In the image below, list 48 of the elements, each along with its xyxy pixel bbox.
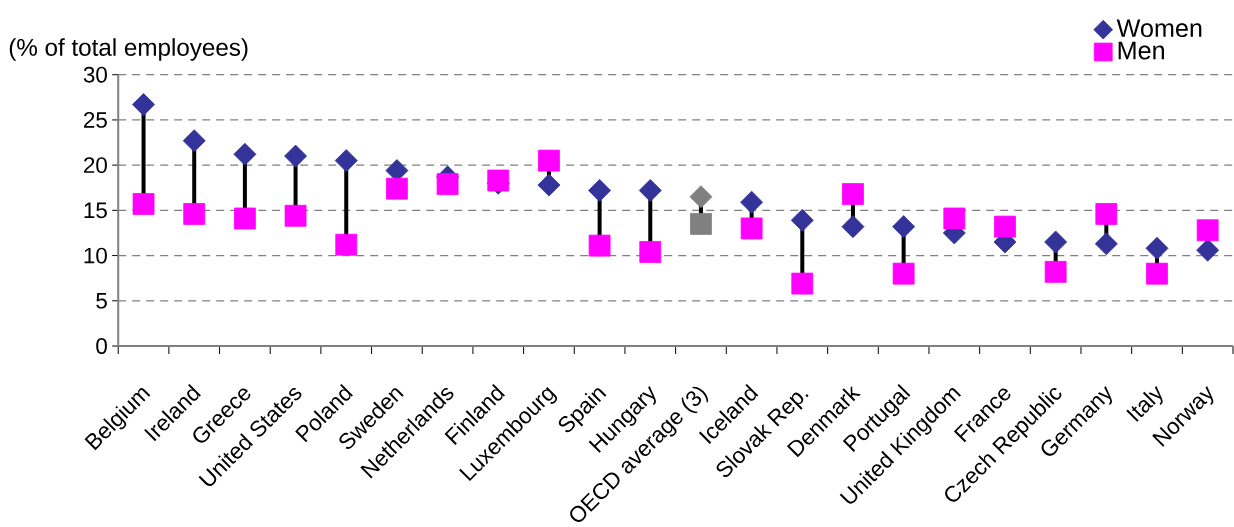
point bbox=[689, 185, 713, 209]
point bbox=[284, 204, 307, 227]
legend-label: Men bbox=[1118, 41, 1164, 60]
point bbox=[740, 190, 764, 214]
point bbox=[639, 241, 662, 263]
point bbox=[1094, 232, 1118, 256]
point bbox=[588, 234, 611, 257]
y-tick-label: 5 bbox=[96, 292, 107, 309]
y-tick-label: 25 bbox=[84, 111, 107, 128]
point bbox=[638, 179, 662, 202]
y-tick-label: 0 bbox=[96, 338, 107, 354]
point bbox=[892, 215, 916, 239]
point bbox=[233, 207, 256, 230]
point bbox=[841, 215, 865, 239]
point bbox=[1044, 230, 1068, 254]
point bbox=[132, 193, 155, 215]
point bbox=[690, 213, 712, 235]
point bbox=[892, 262, 915, 285]
y-axis-title: (% of total employees) bbox=[9, 38, 248, 61]
y-tick-label: 20 bbox=[84, 157, 107, 174]
point bbox=[538, 149, 560, 172]
point bbox=[842, 183, 864, 205]
y-tick-label: 10 bbox=[84, 247, 107, 264]
point bbox=[284, 144, 307, 168]
point bbox=[233, 142, 257, 166]
point bbox=[1196, 219, 1219, 242]
point bbox=[588, 179, 612, 202]
point bbox=[740, 217, 763, 240]
point bbox=[994, 215, 1016, 238]
point bbox=[335, 233, 358, 256]
point bbox=[132, 93, 155, 116]
point bbox=[943, 207, 966, 230]
point bbox=[1196, 238, 1220, 262]
point bbox=[436, 173, 459, 196]
point bbox=[334, 149, 358, 173]
y-tick-label: 30 bbox=[83, 66, 107, 83]
point bbox=[386, 177, 408, 200]
point bbox=[1044, 260, 1067, 283]
point bbox=[1145, 236, 1169, 260]
point bbox=[790, 208, 814, 232]
y-tick-label: 15 bbox=[84, 202, 107, 219]
point bbox=[182, 129, 206, 153]
legend-label: Women bbox=[1116, 19, 1202, 38]
point bbox=[183, 203, 206, 225]
point bbox=[791, 272, 814, 295]
point bbox=[1146, 262, 1168, 285]
point bbox=[1095, 203, 1118, 225]
point bbox=[537, 173, 561, 197]
